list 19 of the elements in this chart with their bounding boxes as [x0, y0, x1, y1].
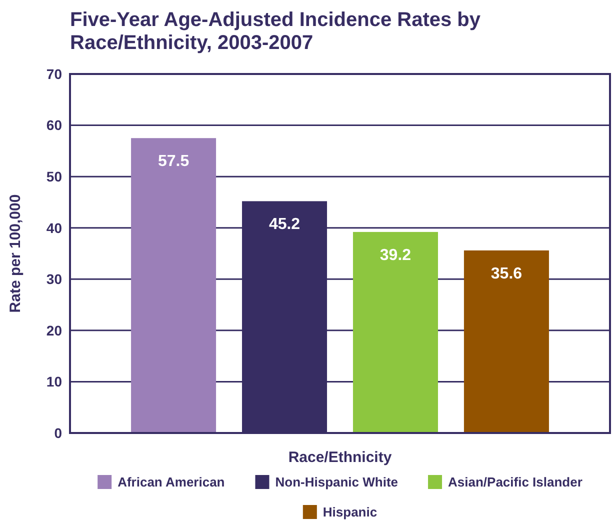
legend-label: African American — [118, 474, 225, 490]
legend-label: Asian/Pacific Islander — [448, 474, 582, 490]
legend-label: Non-Hispanic White — [275, 474, 398, 490]
y-axis-title: Rate per 100,000 — [7, 194, 24, 313]
y-tick-label: 60 — [46, 117, 62, 134]
legend-label: Hispanic — [322, 504, 378, 520]
data-label: 45.2 — [268, 216, 300, 234]
y-tick-label: 20 — [46, 322, 62, 338]
x-axis-title: Race/Ethnicity — [288, 449, 392, 466]
data-label: 39.2 — [380, 246, 412, 264]
data-label: 57.5 — [158, 153, 190, 170]
y-tick-label: 30 — [46, 271, 62, 288]
y-tick-label: 10 — [46, 374, 62, 390]
y-tick-label: 50 — [46, 168, 62, 184]
data-label: 35.6 — [490, 265, 522, 282]
y-tick-label: 0 — [54, 424, 62, 441]
y-tick-label: 70 — [46, 66, 62, 82]
y-tick-label: 40 — [46, 220, 62, 236]
chart-title: Five-Year Age-Adjusted Incidence Rates by Race/Ethnicity, 2003-2007 — [70, 9, 482, 54]
